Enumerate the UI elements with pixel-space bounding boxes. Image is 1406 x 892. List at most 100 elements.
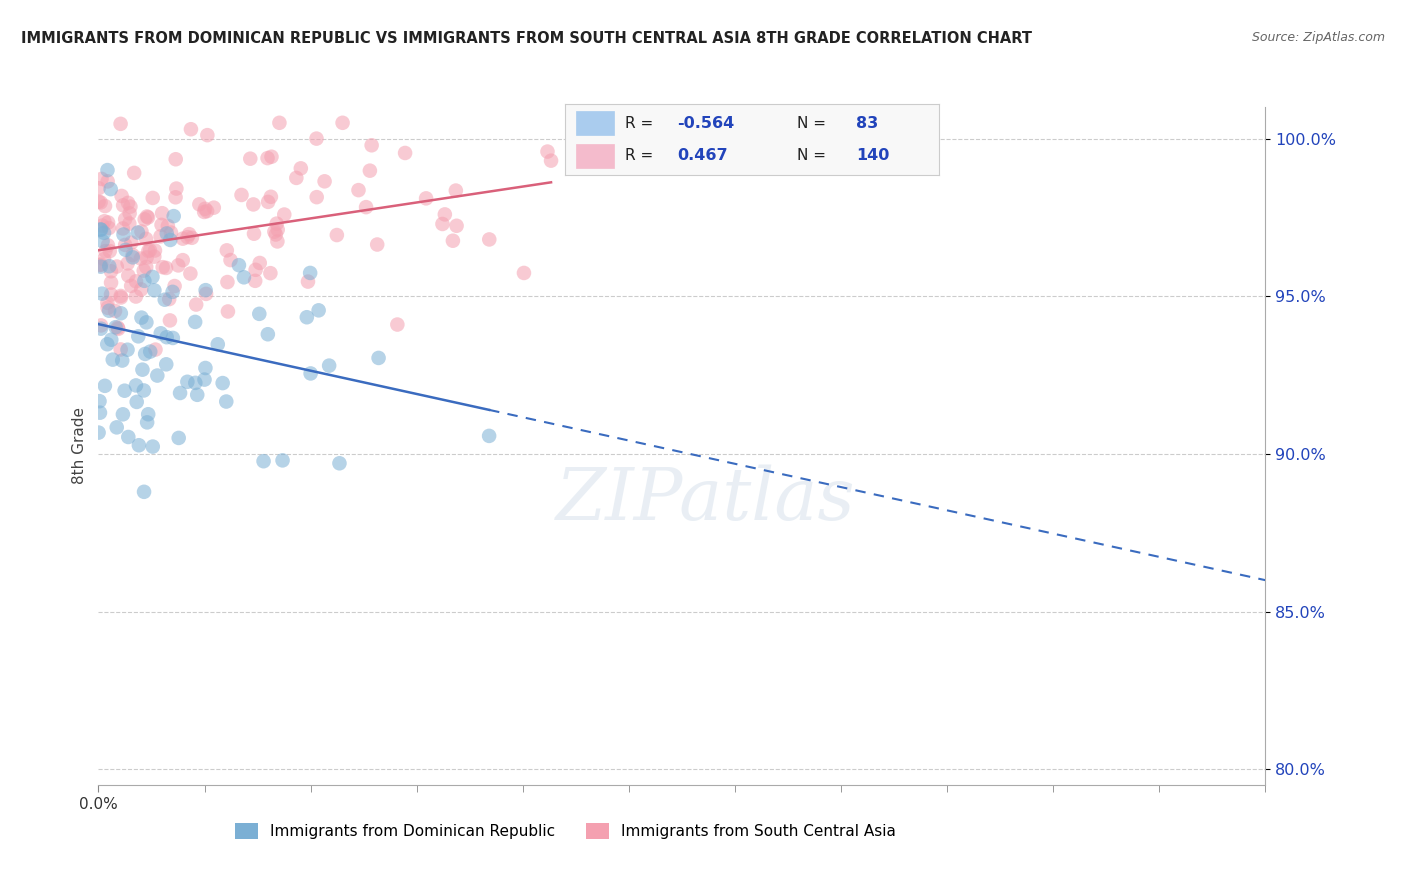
Point (117, 430, 139, 444)
Point (105, 260, 128, 274)
Point (243, 227, 266, 241)
Point (135, 251, 157, 265)
Point (217, 304, 239, 318)
Point (394, 145, 416, 160)
Point (332, 116, 354, 130)
Point (110, 306, 132, 320)
Point (441, 234, 464, 248)
Point (162, 285, 184, 299)
Point (156, 330, 179, 344)
Point (176, 375, 198, 389)
Point (186, 297, 208, 311)
Point (359, 163, 381, 178)
Point (104, 304, 127, 318)
Point (111, 407, 134, 421)
Point (142, 191, 165, 205)
Point (143, 244, 166, 258)
Point (98, 259, 121, 273)
Point (129, 252, 152, 266)
Point (194, 202, 217, 216)
Point (233, 270, 256, 285)
Point (110, 291, 132, 305)
Point (215, 244, 238, 258)
Point (326, 228, 349, 243)
Legend: Immigrants from Dominican Republic, Immigrants from South Central Asia: Immigrants from Dominican Republic, Immi… (229, 817, 901, 845)
Point (172, 253, 194, 268)
Point (93, 226, 115, 240)
Point (100, 333, 122, 347)
Point (180, 122, 202, 136)
Text: ZIPatlas: ZIPatlas (555, 465, 855, 535)
Text: -0.564: -0.564 (678, 116, 734, 131)
Point (266, 235, 288, 249)
Point (118, 217, 141, 231)
Point (90, 172, 112, 186)
Point (478, 232, 501, 246)
Point (129, 282, 152, 296)
Point (155, 260, 177, 275)
Point (179, 267, 201, 281)
Point (217, 275, 239, 289)
Bar (576, 145, 614, 168)
Point (169, 386, 191, 401)
Point (163, 279, 186, 293)
Point (150, 218, 173, 232)
Point (231, 188, 253, 202)
Point (97, 174, 120, 188)
Point (165, 153, 187, 167)
Point (256, 151, 278, 165)
Point (132, 484, 155, 499)
Point (536, 145, 558, 159)
Point (167, 431, 190, 445)
Point (114, 384, 136, 398)
Point (157, 292, 180, 306)
Point (136, 210, 159, 224)
Point (219, 253, 242, 268)
Point (128, 438, 150, 452)
Point (121, 250, 143, 264)
Point (257, 194, 280, 209)
Point (131, 225, 153, 239)
Point (93, 252, 115, 267)
Point (167, 259, 190, 273)
Point (87, 194, 110, 209)
Point (136, 407, 159, 421)
Point (285, 170, 308, 185)
Point (259, 266, 281, 280)
Point (143, 250, 166, 264)
Point (273, 208, 295, 222)
Bar (576, 112, 614, 135)
Point (366, 237, 388, 252)
Point (159, 233, 181, 247)
Point (193, 373, 215, 387)
Point (143, 283, 166, 297)
Point (299, 367, 322, 381)
Point (239, 152, 262, 166)
Point (132, 263, 155, 277)
Point (91, 286, 114, 301)
Point (111, 221, 134, 235)
Point (387, 318, 409, 332)
Point (125, 378, 148, 392)
Point (260, 150, 283, 164)
Point (172, 232, 194, 246)
Point (89, 394, 111, 409)
Point (242, 197, 264, 211)
Point (165, 181, 187, 195)
Point (98, 244, 121, 258)
Point (117, 195, 139, 210)
Text: R =: R = (624, 116, 658, 131)
Point (90, 258, 112, 272)
Point (247, 307, 270, 321)
Point (110, 117, 132, 131)
Point (263, 225, 285, 239)
Point (160, 226, 183, 240)
Point (367, 351, 389, 365)
Point (211, 376, 233, 390)
Point (433, 207, 456, 221)
Point (114, 243, 136, 257)
Point (118, 206, 141, 220)
Point (180, 231, 202, 245)
Point (93, 214, 115, 228)
Point (97, 301, 120, 315)
